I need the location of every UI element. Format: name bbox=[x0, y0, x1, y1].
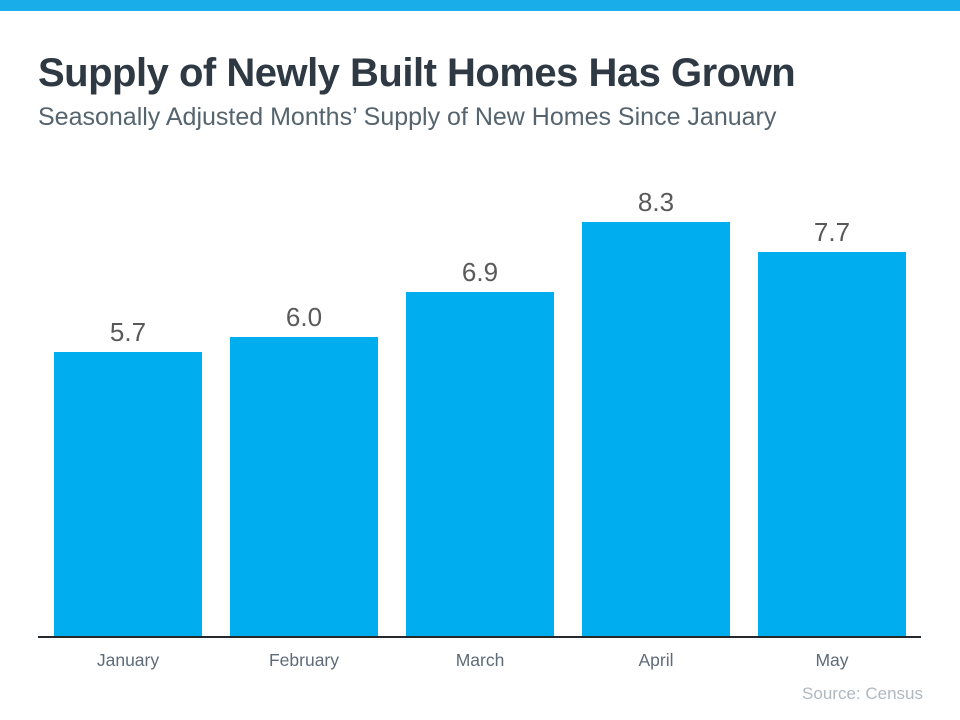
bar-march bbox=[406, 292, 554, 637]
bar-chart-plot-area: 5.7 6.0 6.9 8.3 7.7 bbox=[54, 189, 906, 637]
source-attribution: Source: Census bbox=[802, 684, 923, 703]
bar-february bbox=[230, 337, 378, 637]
x-axis-label-january: January bbox=[96, 650, 160, 670]
bar-value-label: 8.3 bbox=[637, 187, 675, 217]
bar-group-may: 7.7 bbox=[758, 219, 906, 637]
bar-group-april: 8.3 bbox=[582, 189, 730, 637]
top-accent-strip bbox=[0, 0, 960, 11]
bar-may bbox=[758, 252, 906, 637]
bar-group-february: 6.0 bbox=[230, 304, 378, 637]
x-axis-line bbox=[38, 636, 921, 638]
bar-group-march: 6.9 bbox=[406, 259, 554, 637]
bar-value-label: 7.7 bbox=[813, 217, 851, 247]
x-axis-label-may: May bbox=[815, 650, 849, 670]
bar-value-label: 5.7 bbox=[109, 317, 147, 347]
x-axis-category-labels: January February March April May bbox=[54, 650, 906, 671]
bar-value-label: 6.9 bbox=[461, 257, 499, 287]
bar-january bbox=[54, 352, 202, 637]
chart-subtitle: Seasonally Adjusted Months’ Supply of Ne… bbox=[38, 103, 777, 131]
x-axis-label-february: February bbox=[268, 650, 340, 670]
chart-title: Supply of Newly Built Homes Has Grown bbox=[38, 51, 796, 95]
x-axis-label-march: March bbox=[455, 650, 505, 670]
bar-value-label: 6.0 bbox=[285, 302, 323, 332]
bar-group-january: 5.7 bbox=[54, 319, 202, 637]
bar-april bbox=[582, 222, 730, 637]
x-axis-label-april: April bbox=[638, 650, 674, 670]
